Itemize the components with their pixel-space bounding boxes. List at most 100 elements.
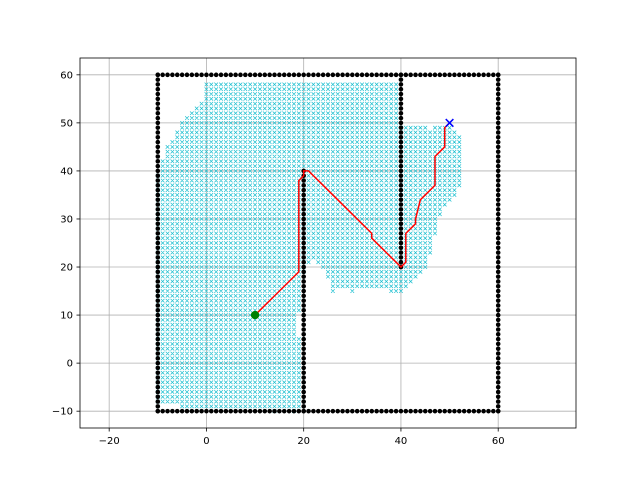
obstacle-point	[398, 245, 404, 251]
obstacle-point	[252, 72, 258, 78]
obstacle-point	[301, 331, 306, 337]
obstacle-point	[301, 231, 306, 236]
obstacle-point	[301, 370, 306, 376]
obstacle-point	[495, 125, 501, 130]
obstacle-point	[495, 365, 501, 371]
obstacle-point	[155, 192, 161, 198]
obstacle-point	[398, 125, 404, 130]
obstacle-point	[155, 144, 161, 150]
obstacle-point	[384, 408, 389, 414]
obstacle-point	[398, 144, 404, 150]
obstacle-point	[398, 149, 404, 155]
obstacle-point	[155, 312, 161, 318]
obstacle-point	[179, 72, 185, 78]
obstacle-point	[398, 192, 404, 198]
obstacle-point	[350, 408, 355, 414]
obstacle-point	[301, 221, 306, 227]
obstacle-point	[155, 197, 161, 203]
obstacle-point	[301, 178, 306, 183]
obstacle-point	[437, 408, 443, 414]
obstacle-point	[155, 168, 161, 174]
obstacle-point	[418, 72, 423, 78]
obstacle-point	[155, 365, 161, 371]
obstacle-point	[155, 351, 161, 356]
obstacle-point	[301, 360, 306, 366]
obstacle-point	[155, 317, 161, 323]
obstacle-point	[495, 192, 501, 198]
obstacle-point	[301, 327, 306, 332]
obstacle-point	[398, 207, 404, 212]
obstacle-point	[398, 211, 404, 217]
obstacle-point	[301, 192, 306, 198]
obstacle-point	[495, 134, 501, 140]
start-goal-markers	[250, 118, 454, 320]
obstacle-point	[301, 72, 306, 78]
axis-ticks: −20 0 20 40 60 −10 0 10 20 30 40 50 60	[52, 70, 505, 447]
obstacle-point	[398, 231, 404, 236]
obstacle-point	[491, 408, 496, 414]
obstacle-point	[228, 408, 234, 414]
obstacle-point	[301, 322, 306, 327]
obstacle-point	[174, 408, 180, 414]
obstacle-point	[495, 226, 501, 231]
obstacle-point	[155, 173, 161, 179]
obstacle-point	[398, 77, 404, 82]
obstacle-point	[301, 283, 306, 289]
obstacle-point	[466, 72, 472, 78]
obstacle-point	[311, 408, 316, 414]
obstacle-point	[155, 274, 161, 279]
obstacle-point	[155, 245, 161, 251]
obstacle-point	[155, 293, 161, 299]
obstacle-point	[495, 394, 501, 400]
obstacle-point	[345, 72, 350, 78]
obstacle-point	[155, 106, 161, 111]
obstacle-point	[495, 303, 501, 308]
obstacle-point	[398, 216, 404, 222]
y-tick-label: −10	[52, 407, 73, 418]
obstacle-point	[495, 336, 501, 342]
obstacle-point	[262, 408, 268, 414]
obstacle-point	[452, 408, 457, 414]
obstacle-point	[155, 216, 161, 222]
obstacle-point	[301, 317, 306, 323]
obstacle-point	[320, 72, 326, 78]
obstacle-point	[422, 72, 428, 78]
obstacle-point	[495, 216, 501, 222]
obstacle-point	[155, 298, 161, 303]
obstacle-point	[301, 399, 306, 404]
planned-path	[254, 122, 451, 316]
obstacle-point	[301, 303, 306, 308]
obstacle-point	[155, 207, 161, 212]
obstacle-point	[495, 110, 501, 116]
obstacle-point	[155, 231, 161, 236]
obstacle-point	[267, 72, 272, 78]
obstacle-point	[403, 72, 409, 78]
obstacle-point	[301, 264, 306, 270]
obstacle-point	[379, 408, 384, 414]
obstacle-point	[301, 394, 306, 400]
obstacle-point	[155, 356, 161, 361]
obstacle-point	[233, 408, 238, 414]
obstacle-point	[301, 293, 306, 299]
obstacle-point	[495, 235, 501, 241]
obstacle-point	[165, 408, 170, 414]
obstacle-point	[301, 240, 306, 246]
obstacle-point	[155, 331, 161, 337]
obstacle-point	[340, 408, 345, 414]
obstacle-point	[301, 250, 306, 255]
obstacle-point	[398, 259, 404, 265]
obstacle-point	[495, 370, 501, 376]
obstacle-point	[301, 356, 306, 361]
obstacle-point	[301, 245, 306, 251]
obstacle-point	[432, 408, 438, 414]
obstacle-point	[301, 202, 306, 207]
obstacle-point	[495, 384, 501, 390]
obstacle-point	[155, 86, 161, 92]
obstacle-point	[155, 259, 161, 265]
obstacle-point	[155, 380, 161, 385]
obstacle-point	[199, 408, 204, 414]
goal-marker	[445, 118, 454, 128]
obstacle-point	[301, 255, 306, 260]
obstacle-point	[155, 125, 161, 130]
